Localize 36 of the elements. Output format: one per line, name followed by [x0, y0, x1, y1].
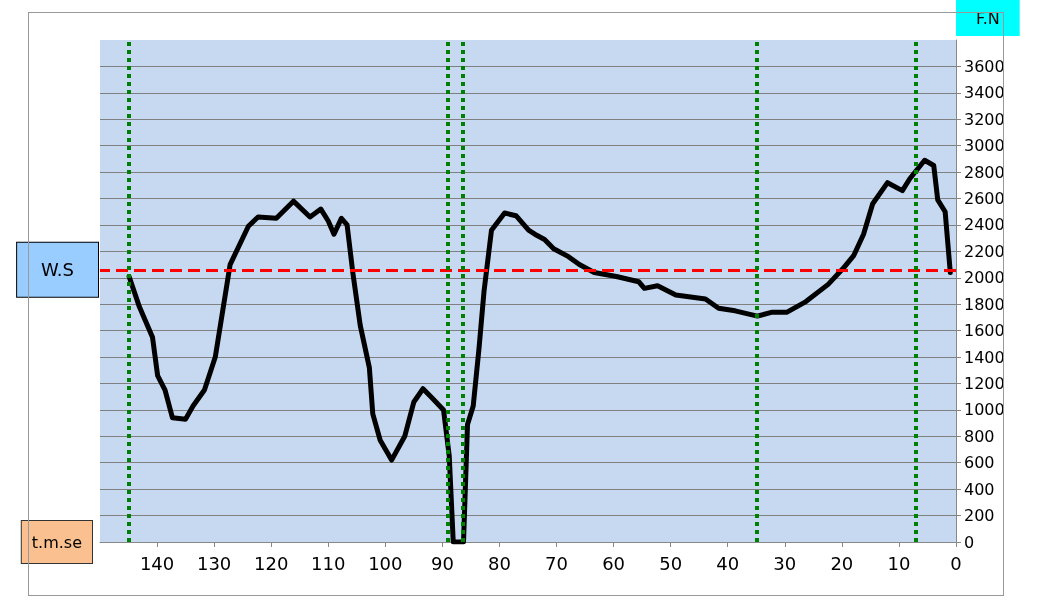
y-tick-label: 2600: [964, 189, 1005, 209]
x-tick-label: 10: [887, 552, 911, 574]
y-tick-label: 600: [964, 453, 995, 473]
y-tick-label: 3600: [964, 56, 1005, 76]
x-tick-label: 50: [659, 552, 683, 574]
y-tick-label: 1000: [964, 400, 1005, 420]
y-tick-label: 2800: [964, 162, 1005, 182]
x-tick-label: 70: [545, 552, 568, 574]
ref-line-label: W.S: [41, 259, 74, 281]
x-tick-label: 80: [488, 552, 511, 574]
x-tick-label: 60: [602, 552, 626, 574]
x-tick-label: 0: [950, 552, 962, 574]
y-tick-label: 200: [964, 506, 995, 526]
y-tick-label: 3200: [964, 109, 1005, 129]
x-tick-label: 120: [254, 552, 289, 574]
y-tick-label: 400: [964, 479, 995, 499]
x-tick-label: 110: [311, 552, 346, 574]
x-tick-label: 40: [716, 552, 740, 574]
y-tick-label: 800: [964, 426, 995, 446]
y-tick-label: 1400: [964, 347, 1005, 367]
y-tick-label: 1800: [964, 294, 1005, 314]
y-tick-label: 2200: [964, 241, 1005, 261]
x-tick-label: 140: [139, 552, 175, 574]
y-tick-label: 0: [964, 532, 975, 552]
x-axis-title: t.m.se: [31, 532, 82, 552]
y-tick-label: 1200: [964, 373, 1005, 393]
y-tick-label: 3000: [964, 136, 1005, 156]
x-tick-label: 90: [430, 552, 454, 574]
x-tick-label: 100: [368, 552, 403, 574]
y-tick-label: 1600: [964, 321, 1005, 341]
x-tick-label: 20: [830, 552, 854, 574]
y-tick-label: 2400: [964, 215, 1005, 235]
x-tick-label: 30: [773, 552, 797, 574]
y-tick-label: 2000: [964, 268, 1005, 288]
y-tick-label: 3400: [964, 83, 1005, 103]
x-tick-label: 130: [196, 552, 232, 574]
